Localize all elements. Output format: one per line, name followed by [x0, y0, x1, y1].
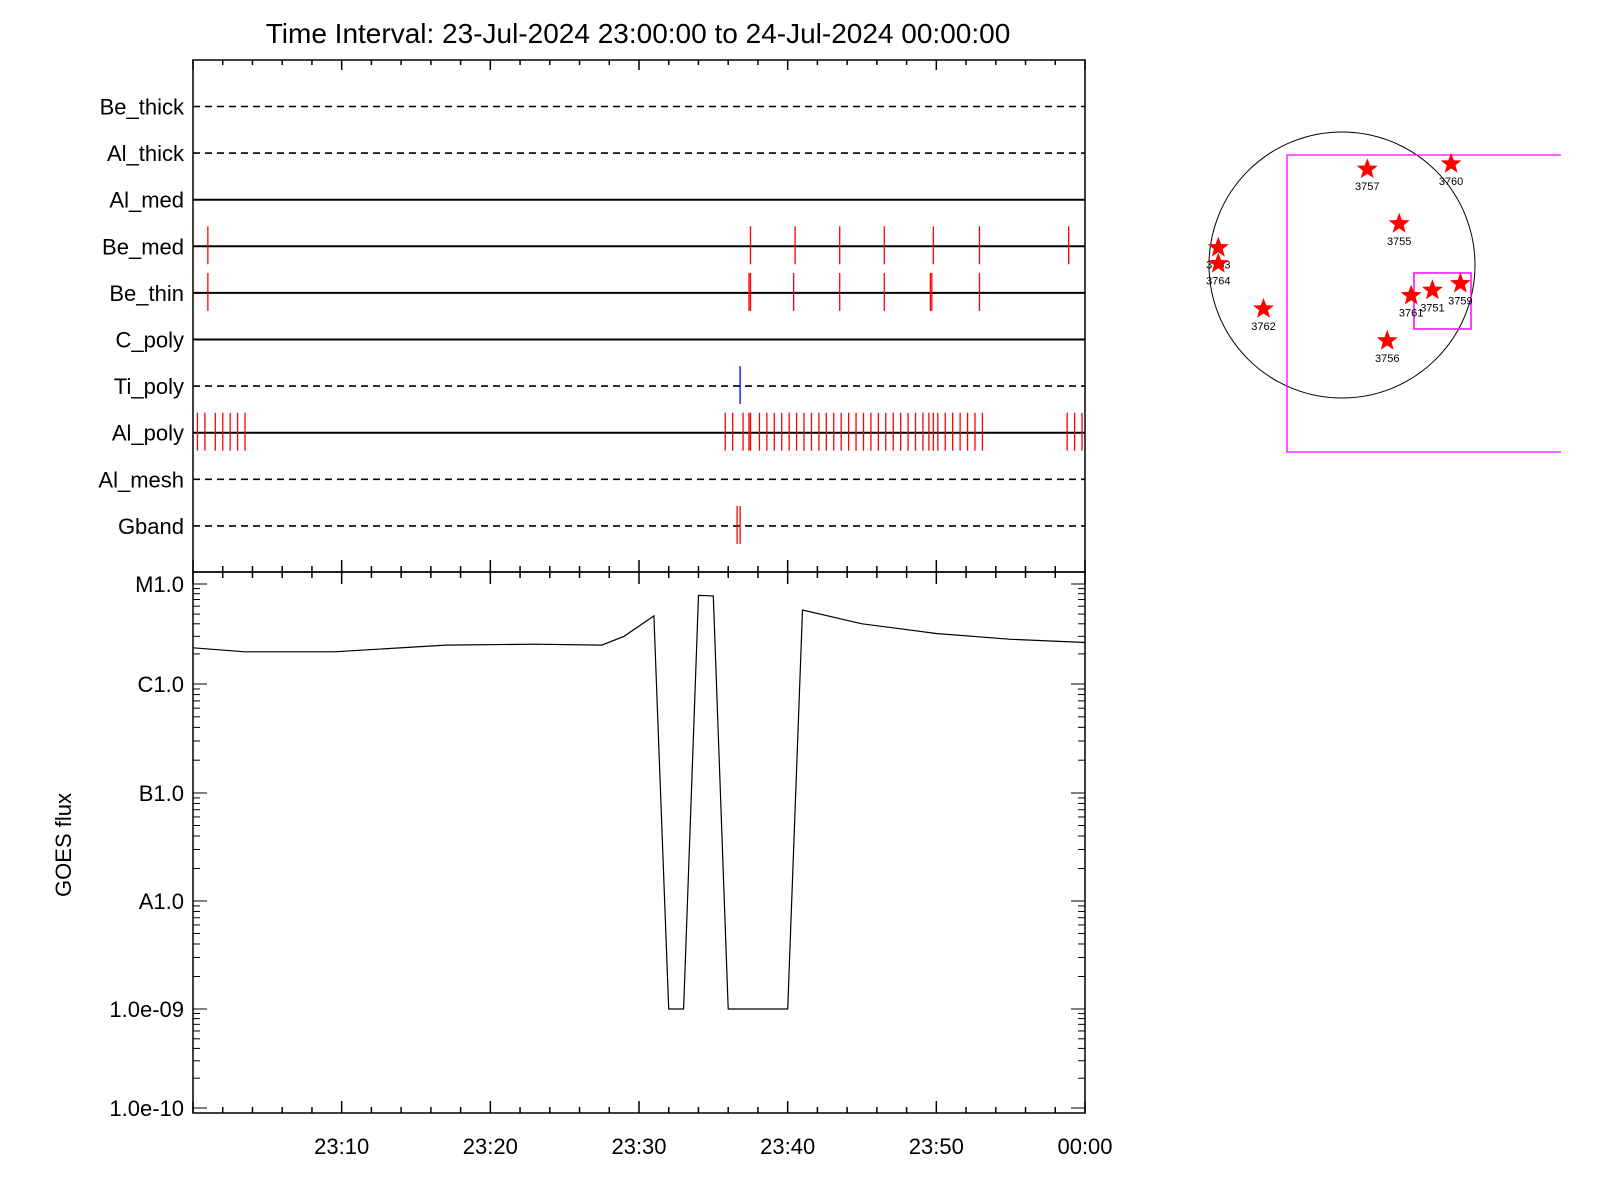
- timeline-row-label: Al_mesh: [98, 467, 184, 492]
- flux-y-tick-label: A1.0: [139, 889, 184, 914]
- active-region-label: 3762: [1251, 321, 1275, 333]
- active-region-label: 3764: [1206, 276, 1230, 288]
- active-region-star: [1376, 329, 1398, 350]
- active-region-label: 3759: [1448, 296, 1472, 308]
- flux-x-tick-label: 23:40: [760, 1134, 815, 1159]
- flux-frame: [192, 571, 1086, 1114]
- active-region-star: [1207, 252, 1229, 273]
- active-region-star: [1440, 152, 1462, 173]
- timeline-row-label: Al_med: [109, 188, 184, 213]
- timeline-row-label: Al_poly: [112, 421, 184, 446]
- timeline-row-label: Be_med: [102, 234, 184, 259]
- flux-y-tick-label: M1.0: [135, 572, 184, 597]
- flux-y-tick-label: C1.0: [138, 672, 184, 697]
- active-region-star: [1422, 279, 1443, 300]
- active-region-star: [1449, 272, 1471, 293]
- active-region-label: 3757: [1355, 181, 1379, 193]
- goes-flux-panel: 23:10 23:20 23:30 23:40 23:50 00:00 M1.0 C1.0 B1…: [109, 560, 1113, 1159]
- filter-timeline-panel: Be_thick Al_thick Al_med Be_med Be_thin C_pol…: [98, 59, 1086, 573]
- active-region-label: 3755: [1387, 236, 1411, 248]
- solar-disk-map: 3757376037633764375537623761375137593756: [1206, 131, 1561, 453]
- flux-y-tick-label: 1.0e-09: [109, 997, 184, 1022]
- active-region-label: 3761: [1399, 308, 1423, 320]
- active-region-star: [1400, 284, 1422, 305]
- active-region-label: 3756: [1375, 353, 1399, 365]
- solar-disk-outline: [1208, 131, 1476, 399]
- flux-y-tick-label: B1.0: [139, 781, 184, 806]
- flux-x-tick-label: 23:10: [314, 1134, 369, 1159]
- active-region-star: [1356, 158, 1378, 179]
- active-region-star: [1207, 236, 1229, 257]
- flux-x-tick-label: 23:30: [611, 1134, 666, 1159]
- timeline-row-label: Ti_poly: [114, 374, 184, 399]
- flux-y-tick-label: 1.0e-10: [109, 1096, 184, 1121]
- field-of-view-box: [1286, 154, 1561, 453]
- timeline-frame: [192, 59, 1086, 573]
- flux-x-tick-label: 23:50: [909, 1134, 964, 1159]
- active-region-star: [1253, 297, 1274, 318]
- timeline-row-label: Al_thick: [107, 141, 185, 166]
- goes-flux-series-line: [192, 594, 1086, 1010]
- timeline-row-label: Be_thick: [100, 95, 185, 120]
- flux-x-tick-label: 23:20: [463, 1134, 518, 1159]
- timeline-row-label: C_poly: [116, 328, 184, 353]
- timeline-row-label: Gband: [118, 514, 184, 539]
- chart-title: Time Interval: 23-Jul-2024 23:00:00 to 2…: [266, 18, 1011, 49]
- flux-x-tick-label: 00:00: [1057, 1134, 1112, 1159]
- active-region-star: [1388, 212, 1410, 233]
- goes-flux-axis-label: GOES flux: [51, 793, 76, 897]
- active-region-label: 3751: [1420, 302, 1444, 314]
- active-region-label: 3760: [1439, 176, 1463, 188]
- timeline-row-label: Be_thin: [109, 281, 184, 306]
